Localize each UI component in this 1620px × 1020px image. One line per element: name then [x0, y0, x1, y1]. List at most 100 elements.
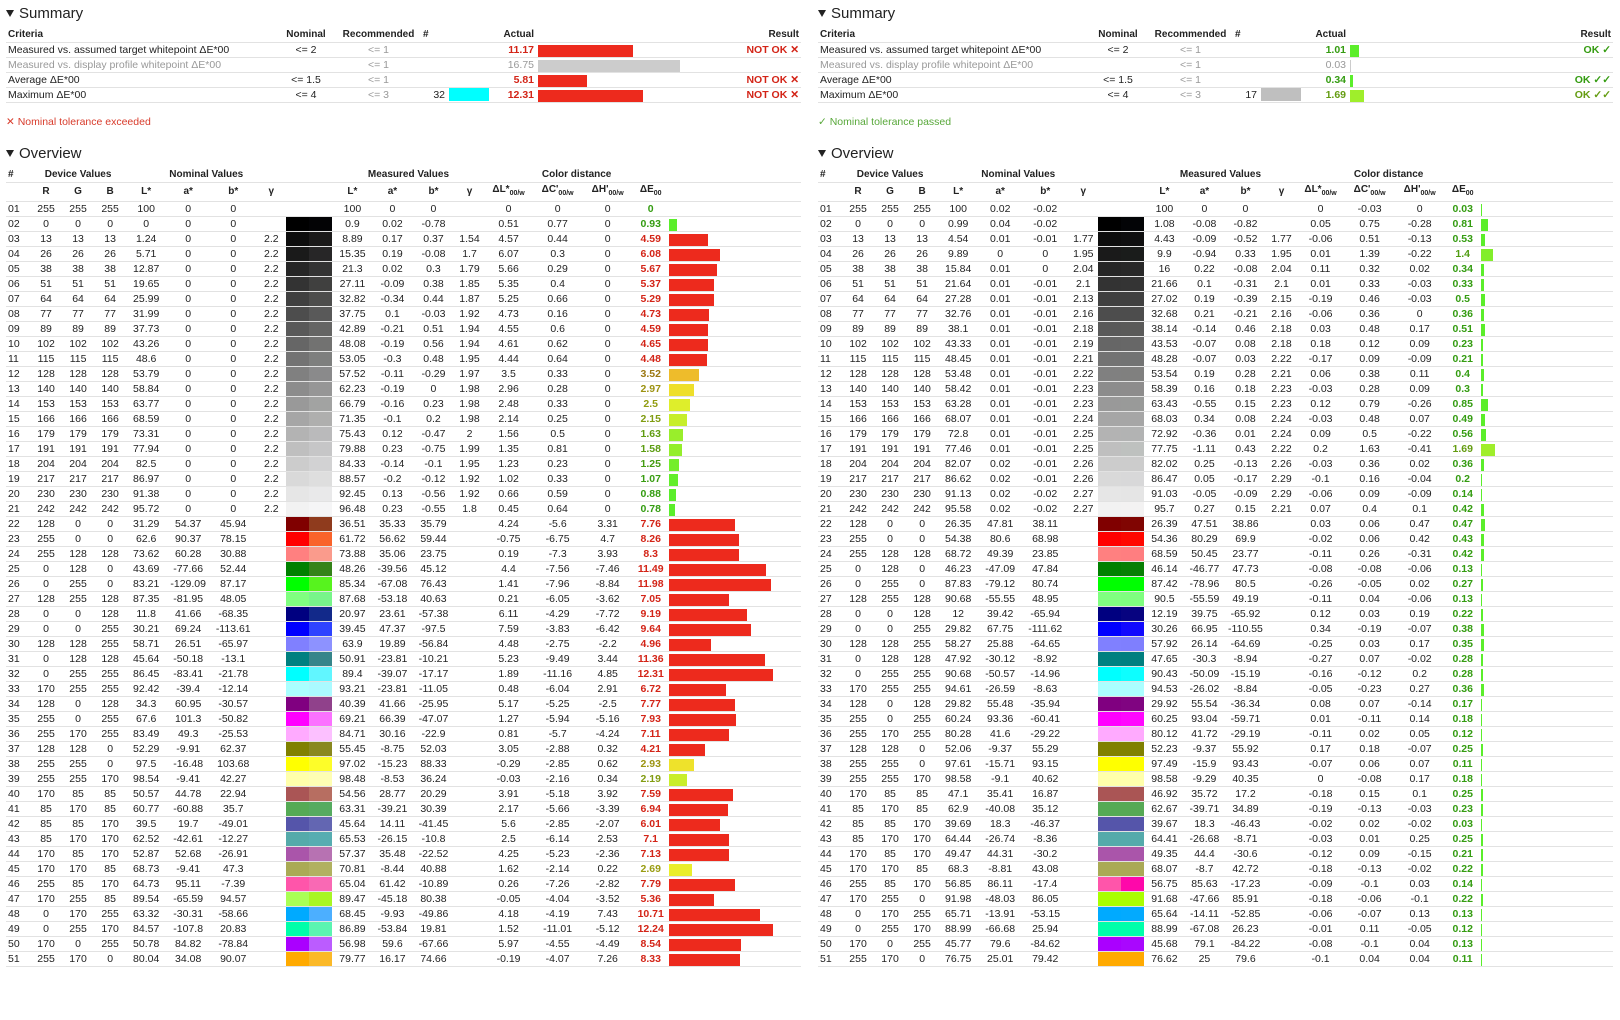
cell: 255 — [874, 891, 907, 907]
section-header[interactable]: Overview — [6, 145, 801, 163]
cell: 0.09 — [1394, 381, 1445, 397]
cell: 191 — [842, 441, 875, 457]
cell: 11.49 — [632, 561, 669, 577]
empty-cell — [1068, 861, 1099, 877]
nominal-swatch — [286, 487, 310, 501]
cell: 0.2 — [412, 411, 455, 427]
cell: 0.43 — [1444, 531, 1481, 547]
cell: 58.39 — [1144, 381, 1185, 397]
column-header: Actual — [491, 28, 536, 43]
empty-cell — [256, 921, 287, 937]
bar-cell — [668, 486, 801, 502]
bar-cell — [1480, 951, 1613, 967]
cell: 25.99 — [126, 291, 167, 307]
cell: 45.64 — [126, 651, 167, 667]
cell: -0.75 — [412, 441, 455, 457]
cell: 1.07 — [632, 471, 669, 487]
cell: -0.41 — [1394, 441, 1445, 457]
cell: 128 — [906, 651, 939, 667]
cell: 61.72 — [332, 531, 373, 547]
cell: 60.24 — [938, 711, 979, 727]
bar — [668, 278, 715, 291]
bar — [668, 878, 735, 891]
cell: -0.02 — [1394, 816, 1445, 832]
nominal-swatch — [286, 457, 310, 471]
bar-cell — [668, 741, 801, 757]
cell: -0.01 — [1022, 291, 1069, 307]
cell: 30 — [818, 636, 843, 652]
cell: 1.35 — [484, 441, 533, 457]
empty-cell — [454, 726, 485, 742]
nominal: <= 2 — [1088, 42, 1148, 58]
column-header: Actual — [1303, 28, 1348, 43]
cell: 128 — [94, 651, 127, 667]
cell: 27.28 — [938, 291, 979, 307]
swatch — [286, 201, 333, 217]
patch-row: 11 115 115 115 48.6 0 0 2.2 53.05 -0.3 0.48 1.95 4.4… — [6, 351, 801, 367]
cell: 89 — [906, 321, 939, 337]
measured-swatch — [309, 307, 333, 321]
cell: 07 — [6, 291, 31, 307]
bar-cell — [668, 786, 801, 802]
empty-cell — [256, 801, 287, 817]
cell: 0.18 — [1224, 381, 1267, 397]
cell: 0 — [906, 951, 939, 967]
cell: 0.05 — [1296, 216, 1345, 232]
cell: 0.03 — [1444, 816, 1481, 832]
cell: -47.07 — [412, 711, 455, 727]
cell: 25 — [6, 561, 31, 577]
patch-row: 07 64 64 64 27.28 0.01 -0.01 2.13 27.02 0.19 -0.39… — [818, 291, 1613, 307]
section-header[interactable]: Overview — [818, 145, 1613, 163]
measured-swatch — [1121, 922, 1145, 936]
bar — [668, 578, 771, 591]
cell: 38 — [30, 261, 63, 277]
cell: 3.05 — [484, 741, 533, 757]
blank-header — [668, 182, 801, 202]
cell: 64 — [842, 291, 875, 307]
cell: -0.03 — [1296, 456, 1345, 472]
cell: 1.58 — [632, 441, 669, 457]
cell: 0.25 — [532, 411, 583, 427]
patch-row: 51 255 170 0 76.75 25.01 79.42 76.62 25 79.6 -0.1 0… — [818, 951, 1613, 967]
cell: -6.75 — [532, 531, 583, 547]
cell: 38.14 — [1144, 321, 1185, 337]
cell: 0.79 — [1344, 396, 1395, 412]
column-header-row: R G B L* a* b* γ L* a* b* γ ΔL*00/w ΔC'00/w ΔH'00/w ΔE… — [818, 182, 1613, 202]
cell: 37.75 — [332, 306, 373, 322]
cell: 0.12 — [1444, 726, 1481, 742]
cell: 204 — [30, 456, 63, 472]
cell: 255 — [842, 771, 875, 787]
cell: 0.14 — [1394, 711, 1445, 727]
section-header[interactable]: Summary — [818, 5, 1613, 23]
cell: 40.63 — [412, 591, 455, 607]
cell: 39 — [818, 771, 843, 787]
swatch — [286, 771, 333, 787]
cell: 0 — [582, 201, 633, 217]
cell: 0.43 — [1224, 441, 1267, 457]
result: OK ✓✓ — [1508, 87, 1613, 103]
patch-row: 44 170 85 170 52.87 52.68 -26.91 57.37 35.48 -22.… — [6, 846, 801, 862]
cell: 60.95 — [166, 696, 211, 712]
cell: -68.35 — [210, 606, 257, 622]
bar — [1350, 44, 1359, 57]
empty-cell — [454, 216, 485, 232]
cell: 0.01 — [978, 441, 1023, 457]
cell: -0.31 — [1394, 546, 1445, 562]
cell: 0.26 — [484, 876, 533, 892]
cell: 52.87 — [126, 846, 167, 862]
nominal-swatch — [1098, 457, 1122, 471]
cell: 45.94 — [210, 516, 257, 532]
nominal-swatch — [286, 472, 310, 486]
cell: 19.65 — [126, 276, 167, 292]
section-header[interactable]: Summary — [6, 5, 801, 23]
patch-row: 28 0 0 128 11.8 41.66 -68.35 20.97 23.61 -57.38 6.… — [6, 606, 801, 622]
cell: 0 — [582, 216, 633, 232]
cell: 191 — [62, 441, 95, 457]
empty-cell — [1068, 726, 1099, 742]
cell: 0.13 — [1394, 906, 1445, 922]
swatch — [1098, 786, 1145, 802]
cell: 5.23 — [484, 651, 533, 667]
cell: 20 — [818, 486, 843, 502]
empty-cell — [1266, 936, 1297, 952]
cell: 68.72 — [938, 546, 979, 562]
